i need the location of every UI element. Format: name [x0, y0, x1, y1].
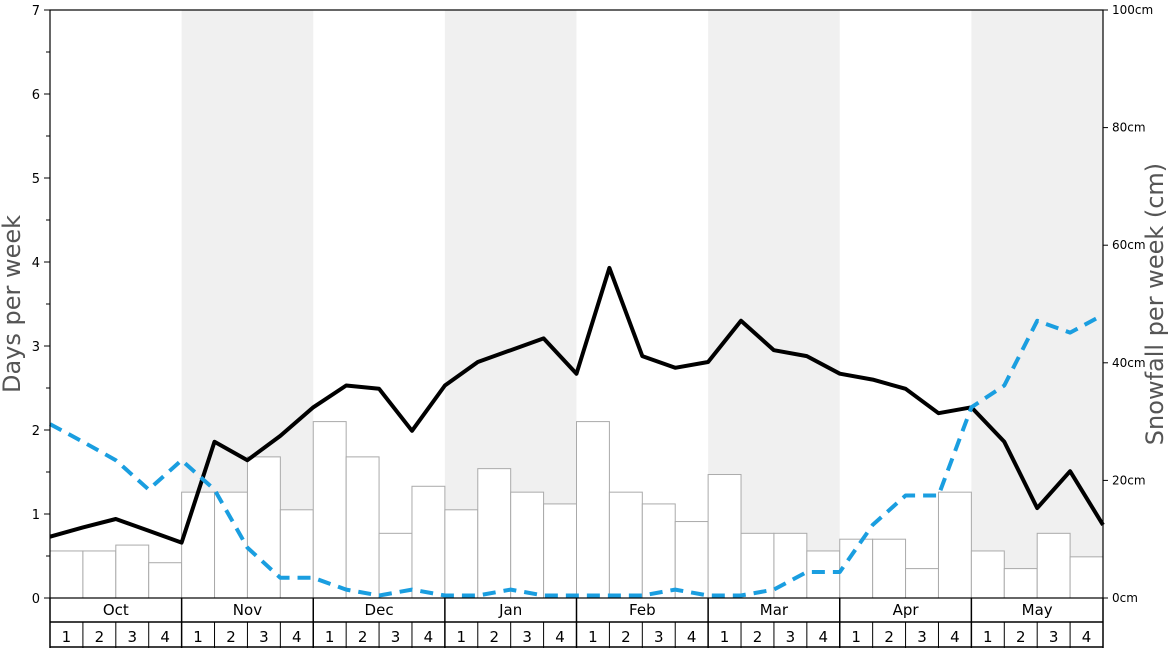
week-label: 3 — [259, 628, 269, 646]
snowfall-bar — [543, 503, 577, 599]
week-label: 4 — [424, 628, 434, 646]
snowfall-bar — [444, 509, 479, 599]
left-tick-label: 7 — [32, 4, 40, 19]
week-label: 4 — [950, 628, 960, 646]
week-label: 4 — [687, 628, 697, 646]
snowfall-bar — [905, 568, 939, 599]
month-label: Apr — [893, 601, 920, 619]
left-tick-label: 0 — [32, 592, 40, 607]
week-label: 3 — [786, 628, 796, 646]
week-label: 4 — [555, 628, 565, 646]
week-label: 2 — [95, 628, 105, 646]
week-label: 2 — [1016, 628, 1026, 646]
week-label: 1 — [62, 628, 72, 646]
snowfall-bar — [279, 509, 314, 599]
month-label: Dec — [365, 601, 394, 619]
snowfall-bar — [641, 503, 676, 599]
solid-line — [49, 265, 1105, 545]
snowfall-bar — [806, 550, 841, 599]
dashed-line — [49, 313, 1104, 598]
snowfall-bar — [510, 491, 545, 599]
right-axis: 0cm 20cm 40cm 60cm 80cm 100cm — [1103, 3, 1153, 605]
week-label: 1 — [193, 628, 203, 646]
snowfall-bar — [246, 456, 281, 599]
right-tick-label: 0cm — [1112, 591, 1138, 605]
snowfall-bar — [82, 550, 117, 599]
left-axis: 0 1 2 3 4 5 6 7 — [32, 4, 50, 607]
week-label: 1 — [983, 628, 993, 646]
week-label: 3 — [917, 628, 927, 646]
week-label: 3 — [654, 628, 664, 646]
week-label: 4 — [1082, 628, 1092, 646]
week-label: 2 — [753, 628, 763, 646]
week-label: 4 — [160, 628, 170, 646]
right-tick-label: 20cm — [1112, 473, 1146, 487]
snowfall-bar — [839, 538, 874, 599]
week-label: 2 — [621, 628, 631, 646]
left-tick-label: 4 — [32, 256, 40, 271]
month-label: Feb — [629, 601, 656, 619]
snowfall-bar — [937, 491, 972, 599]
snowfall-bar — [740, 532, 775, 599]
snowfall-bar — [148, 562, 183, 599]
month-label: Nov — [233, 601, 262, 619]
week-label: 1 — [720, 628, 730, 646]
snowfall-bar — [1003, 568, 1038, 599]
snowfall-bar — [707, 474, 742, 599]
snowfall-bar — [872, 538, 907, 599]
week-label: 3 — [1049, 628, 1059, 646]
right-tick-label: 80cm — [1112, 121, 1146, 135]
snowfall-bars — [49, 421, 1104, 599]
month-axis: Oct 1 2 3 4 Nov 1 2 3 4 Dec 1 2 3 4 Jan 1 2 3 4 Feb 1 2 3 4 Mar 1 2… — [49, 598, 1104, 648]
snowfall-bar — [378, 532, 413, 599]
left-tick-label: 1 — [32, 508, 40, 523]
month-label: Oct — [103, 601, 129, 619]
snowfall-bar — [115, 544, 150, 599]
snowfall-bar — [214, 491, 248, 599]
month-label: Mar — [760, 601, 789, 619]
right-tick-label: 100cm — [1112, 3, 1153, 17]
left-axis-title: Days per week — [0, 215, 26, 393]
snowfall-bar — [970, 550, 1005, 599]
right-tick-label: 40cm — [1112, 356, 1146, 370]
day-lines — [49, 265, 1105, 598]
week-label: 1 — [851, 628, 861, 646]
snowfall-bar — [411, 485, 446, 599]
week-label: 3 — [391, 628, 401, 646]
week-label: 1 — [325, 628, 335, 646]
snowfall-bar — [312, 421, 347, 599]
week-label: 1 — [457, 628, 467, 646]
shade-may — [971, 10, 1103, 598]
week-label: 3 — [127, 628, 137, 646]
right-tick-label: 60cm — [1112, 238, 1146, 252]
week-label: 4 — [819, 628, 829, 646]
snowfall-bar — [1036, 532, 1071, 599]
week-label: 4 — [292, 628, 302, 646]
snowfall-bar — [477, 468, 512, 599]
snowfall-bar — [608, 491, 643, 599]
left-tick-label: 2 — [32, 424, 40, 439]
left-tick-label: 5 — [32, 172, 40, 187]
snowfall-bar — [1069, 556, 1104, 599]
week-label: 3 — [522, 628, 532, 646]
left-tick-label: 3 — [32, 340, 40, 355]
snowfall-bar — [49, 550, 84, 599]
month-label: May — [1022, 601, 1053, 619]
week-label: 2 — [226, 628, 236, 646]
snowfall-bar — [181, 491, 216, 599]
week-label: 2 — [884, 628, 894, 646]
month-label: Jan — [498, 601, 522, 619]
left-tick-label: 6 — [32, 88, 40, 103]
month-shading — [181, 10, 1103, 598]
week-label: 2 — [489, 628, 499, 646]
week-label: 2 — [358, 628, 368, 646]
snowfall-bar — [674, 521, 709, 599]
snowfall-bar — [345, 456, 380, 599]
week-label: 1 — [588, 628, 598, 646]
right-axis-title: Snowfall per week (cm) — [1141, 163, 1168, 445]
snowfall-bar — [576, 421, 610, 599]
